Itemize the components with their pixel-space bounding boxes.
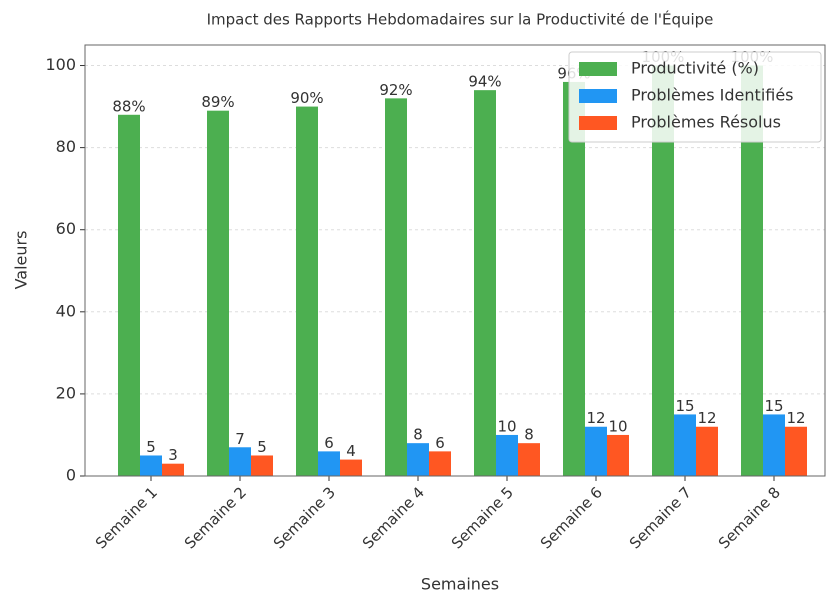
bar xyxy=(652,65,674,477)
bar xyxy=(429,451,451,476)
bar xyxy=(407,443,429,476)
x-axis-label: Semaines xyxy=(421,575,499,594)
x-tick-label: Semaine 7 xyxy=(626,483,695,552)
bar xyxy=(741,65,763,477)
y-tick-label: 20 xyxy=(56,383,76,402)
value-label: 15 xyxy=(675,397,694,415)
legend-label: Productivité (%) xyxy=(631,59,759,78)
legend-label: Problèmes Identifiés xyxy=(631,86,794,105)
value-label: 6 xyxy=(324,434,334,452)
y-tick-label: 40 xyxy=(56,301,76,320)
bar xyxy=(696,426,718,476)
bar xyxy=(785,426,807,476)
value-label: 88% xyxy=(112,97,145,115)
value-label: 5 xyxy=(146,438,156,456)
bar xyxy=(607,434,629,476)
bar xyxy=(207,110,229,476)
y-tick-label: 80 xyxy=(56,137,76,156)
x-tick-label: Semaine 1 xyxy=(92,483,161,552)
value-label: 12 xyxy=(786,409,805,427)
y-tick-label: 0 xyxy=(66,466,76,485)
bar xyxy=(763,414,785,476)
bar xyxy=(674,414,696,476)
bar xyxy=(385,98,407,476)
value-label: 8 xyxy=(524,426,534,444)
legend-swatch xyxy=(579,62,617,76)
value-label: 12 xyxy=(586,409,605,427)
value-label: 7 xyxy=(235,430,245,448)
legend-box xyxy=(568,51,822,143)
legend-swatch xyxy=(579,116,617,130)
bar xyxy=(563,81,585,476)
x-tick-label: Semaine 6 xyxy=(537,483,606,552)
y-axis-label: Valeurs xyxy=(12,231,31,290)
bar xyxy=(340,459,362,476)
value-label: 3 xyxy=(168,446,178,464)
bar xyxy=(229,447,251,476)
bar xyxy=(474,90,496,477)
value-label: 6 xyxy=(435,434,445,452)
bar xyxy=(251,455,273,476)
value-label: 89% xyxy=(201,93,234,111)
bar xyxy=(118,114,140,477)
value-label: 94% xyxy=(468,73,501,91)
chart-title: Impact des Rapports Hebdomadaires sur la… xyxy=(207,10,714,29)
y-tick-label: 60 xyxy=(56,219,76,238)
x-tick-label: Semaine 2 xyxy=(181,483,250,552)
bar xyxy=(296,106,318,477)
value-label: 8 xyxy=(413,426,423,444)
legend-swatch xyxy=(579,89,617,103)
value-label: 10 xyxy=(497,417,516,435)
y-tick-label: 100 xyxy=(45,55,76,74)
bar xyxy=(496,434,518,476)
bar xyxy=(318,451,340,476)
value-label: 90% xyxy=(290,89,323,107)
value-label: 5 xyxy=(257,438,267,456)
x-tick-label: Semaine 5 xyxy=(448,483,517,552)
x-tick-label: Semaine 4 xyxy=(359,483,428,552)
plot-frame xyxy=(84,44,826,477)
x-tick-label: Semaine 3 xyxy=(270,483,339,552)
value-label: 4 xyxy=(346,442,356,460)
bar xyxy=(585,426,607,476)
value-label: 15 xyxy=(764,397,783,415)
x-tick-label: Semaine 8 xyxy=(715,483,784,552)
value-label: 92% xyxy=(379,81,412,99)
bar xyxy=(162,463,184,476)
bar xyxy=(518,443,540,476)
legend: Productivité (%) Problèmes Identifiés Prob… xyxy=(568,51,822,143)
legend-label: Problèmes Résolus xyxy=(631,113,781,132)
value-label: 12 xyxy=(697,409,716,427)
value-label: 10 xyxy=(608,417,627,435)
bar xyxy=(140,455,162,476)
